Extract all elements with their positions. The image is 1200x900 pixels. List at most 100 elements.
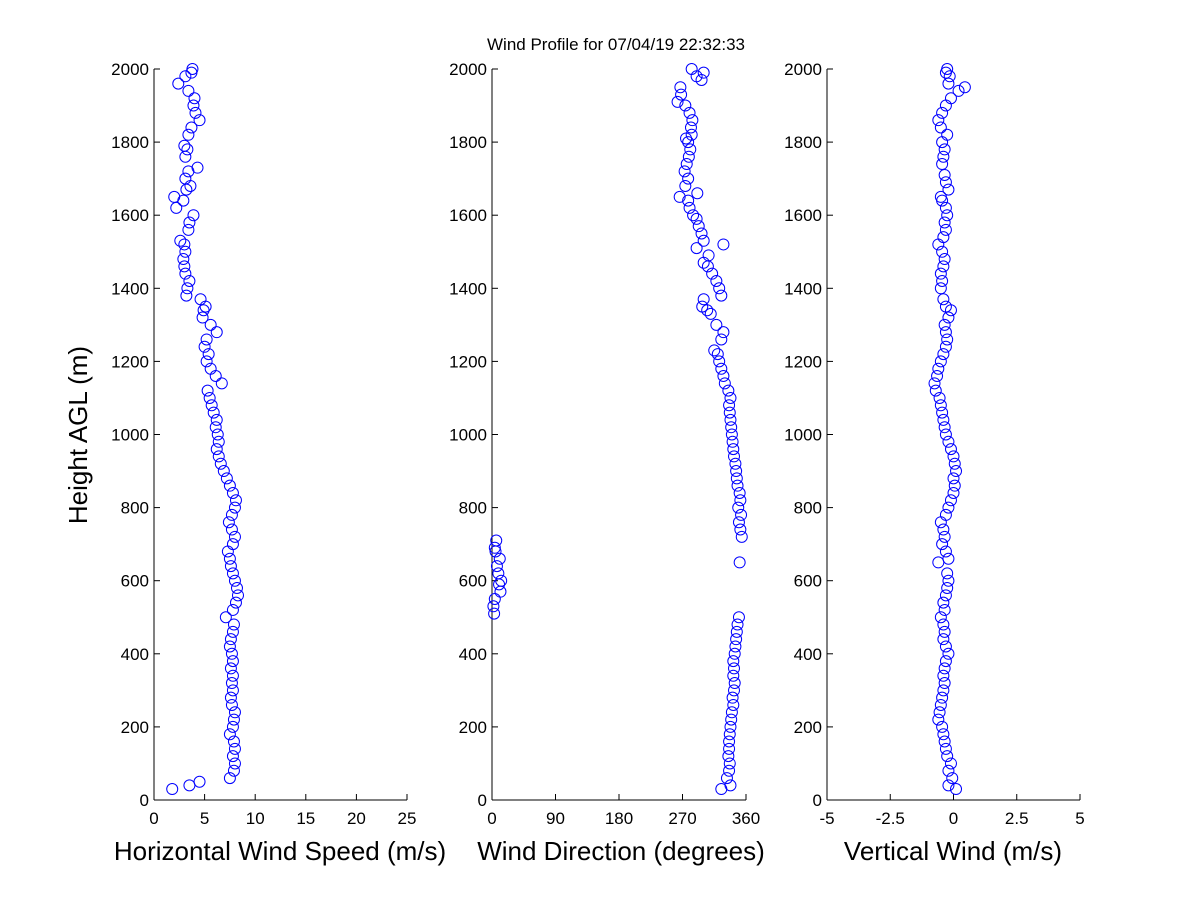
data-point xyxy=(734,494,747,507)
data-point xyxy=(185,121,198,134)
data-point xyxy=(934,355,947,368)
data-point xyxy=(938,318,951,331)
y-tick-label: 200 xyxy=(459,718,487,737)
data-point xyxy=(730,625,743,638)
data-point xyxy=(936,106,949,119)
data-point xyxy=(226,538,239,551)
data-point xyxy=(710,318,723,331)
data-point xyxy=(937,413,950,426)
data-point xyxy=(181,282,194,295)
data-point xyxy=(187,209,200,222)
data-point xyxy=(685,63,698,75)
data-point xyxy=(690,242,703,255)
data-point xyxy=(182,84,195,97)
data-point xyxy=(715,333,728,346)
data-point xyxy=(939,340,952,353)
data-point xyxy=(188,92,201,105)
data-point xyxy=(947,486,960,499)
data-point xyxy=(939,742,952,755)
y-tick-label: 1200 xyxy=(784,352,822,371)
data-point xyxy=(934,399,947,412)
data-point xyxy=(220,472,233,485)
x-tick-label: 25 xyxy=(398,809,417,828)
data-point xyxy=(224,691,237,704)
data-point xyxy=(711,348,724,361)
data-point xyxy=(697,293,710,306)
y-tick-label: 800 xyxy=(794,499,822,518)
data-point xyxy=(226,669,239,682)
data-point xyxy=(942,552,955,565)
data-point xyxy=(937,728,950,741)
data-point xyxy=(728,677,741,690)
data-point xyxy=(203,391,216,404)
data-point xyxy=(734,523,747,536)
data-point xyxy=(212,450,225,463)
x-tick-label: 180 xyxy=(605,809,633,828)
data-point xyxy=(934,267,947,280)
data-point xyxy=(942,574,955,587)
data-point xyxy=(713,282,726,295)
data-point xyxy=(937,260,950,273)
data-point xyxy=(675,88,688,101)
data-point xyxy=(691,187,704,200)
data-point xyxy=(224,662,237,675)
data-point xyxy=(680,158,693,171)
data-point xyxy=(732,501,745,514)
y-tick-label: 1400 xyxy=(111,279,149,298)
data-point xyxy=(725,421,738,434)
data-point xyxy=(223,728,236,741)
data-point xyxy=(226,750,239,763)
data-point xyxy=(735,508,748,521)
data-point xyxy=(226,486,239,499)
data-point xyxy=(939,508,952,521)
data-point xyxy=(942,764,955,777)
data-point xyxy=(212,435,225,448)
data-point xyxy=(937,669,950,682)
panel-vertical-wind: Vertical Wind (m/s) 0 200 400 600 800 1000 120… xyxy=(784,60,1085,866)
data-point xyxy=(730,633,743,646)
data-point xyxy=(931,370,944,383)
chart-title: Wind Profile for 07/04/19 22:32:33 xyxy=(487,35,745,54)
data-point xyxy=(211,428,224,441)
data-point xyxy=(679,99,692,112)
data-point xyxy=(683,201,696,214)
data-point xyxy=(490,534,503,547)
y-tick-label: 600 xyxy=(794,572,822,591)
data-point xyxy=(939,201,952,214)
data-point xyxy=(936,406,949,419)
data-point xyxy=(223,640,236,653)
data-point xyxy=(942,501,955,514)
data-point xyxy=(947,450,960,463)
data-point xyxy=(228,742,241,755)
data-point xyxy=(225,523,238,536)
data-point xyxy=(231,589,244,602)
data-point xyxy=(174,234,187,247)
data-point xyxy=(205,399,218,412)
data-point xyxy=(950,465,963,478)
data-point xyxy=(729,640,742,653)
data-point xyxy=(723,728,736,741)
data-point xyxy=(936,274,949,287)
data-point xyxy=(938,603,951,616)
y-tick-label: 1800 xyxy=(449,133,487,152)
data-point xyxy=(210,443,223,456)
data-point xyxy=(723,735,736,748)
data-point xyxy=(733,556,746,569)
data-point xyxy=(934,190,947,203)
y-tick-label: 800 xyxy=(459,499,487,518)
data-point xyxy=(723,742,736,755)
y-tick-label: 1600 xyxy=(449,206,487,225)
data-point xyxy=(718,377,731,390)
data-point xyxy=(942,77,955,90)
y-tick-label: 800 xyxy=(121,499,149,518)
y-tick-label: 200 xyxy=(121,718,149,737)
data-point xyxy=(488,541,501,554)
data-point xyxy=(947,472,960,485)
data-point xyxy=(227,764,240,777)
data-point xyxy=(726,691,739,704)
data-point xyxy=(223,479,236,492)
data-point xyxy=(938,677,951,690)
data-point xyxy=(697,234,710,247)
data-point xyxy=(684,121,697,134)
